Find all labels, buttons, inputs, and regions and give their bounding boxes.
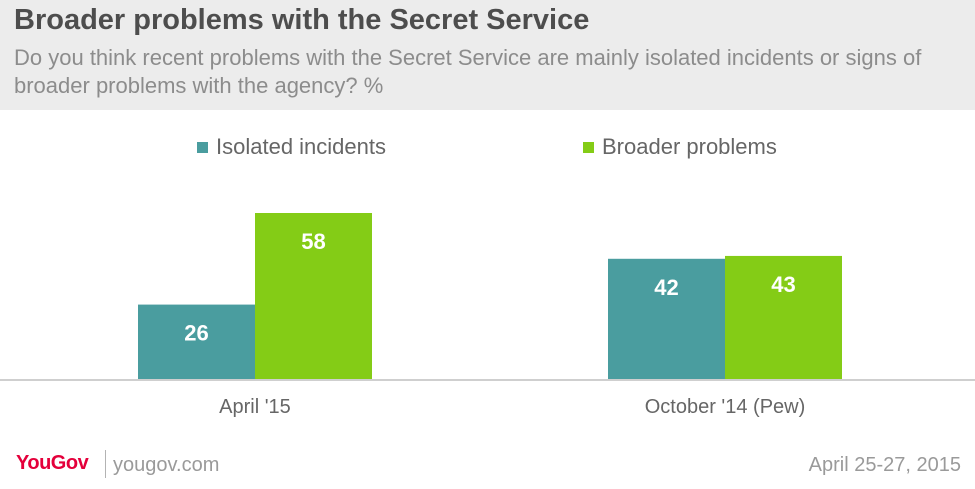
legend: Isolated incidents Broader problems <box>0 134 975 160</box>
legend-item-isolated: Isolated incidents <box>197 134 386 160</box>
legend-swatch-isolated <box>197 141 208 153</box>
legend-swatch-broader <box>583 141 594 153</box>
bar-broader-1 <box>725 255 842 379</box>
yougov-logo: YouGov <box>16 452 89 474</box>
footer-divider <box>105 450 106 478</box>
category-label-1: October '14 (Pew) <box>645 396 806 418</box>
category-label-0: April '15 <box>219 396 291 418</box>
value-label-isolated-1: 42 <box>654 275 678 300</box>
value-label-broader-1: 43 <box>771 272 795 297</box>
legend-item-broader: Broader problems <box>583 134 777 160</box>
value-label-isolated-0: 26 <box>184 321 208 346</box>
legend-label-broader: Broader problems <box>602 134 777 159</box>
footer-date: April 25-27, 2015 <box>808 454 961 476</box>
legend-label-isolated: Isolated incidents <box>216 134 386 159</box>
chart-title: Broader problems with the Secret Service <box>14 4 590 36</box>
bar-broader-0 <box>255 213 372 379</box>
bar-isolated-1 <box>608 258 725 379</box>
footer-site: yougov.com <box>113 454 220 476</box>
bar-chart: 26 58 April '15 42 43 October '14 (Pew) <box>0 213 975 418</box>
value-label-broader-0: 58 <box>301 229 325 254</box>
chart-header: Broader problems with the Secret Service… <box>0 0 975 110</box>
bar-isolated-0 <box>138 304 255 379</box>
chart-subtitle: Do you think recent problems with the Se… <box>14 45 922 98</box>
